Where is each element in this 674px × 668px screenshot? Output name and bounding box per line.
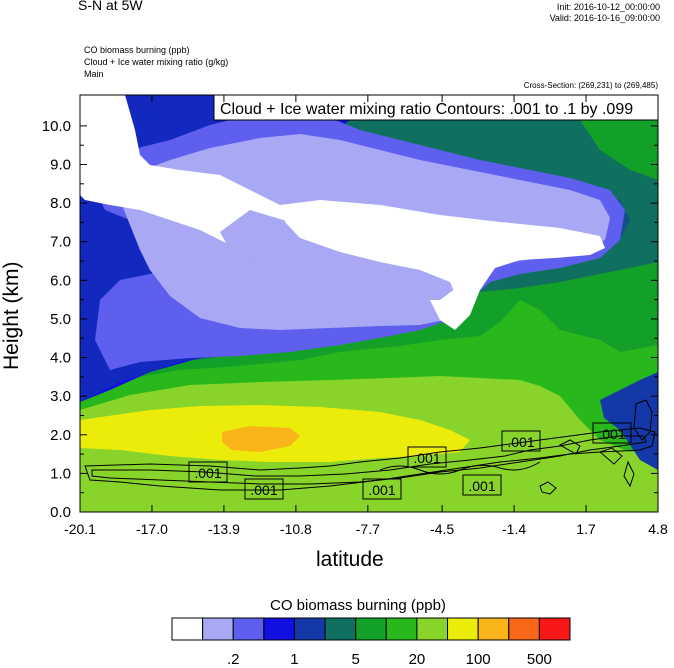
region-orange	[222, 426, 300, 452]
field-label-cloud: Cloud + Ice water mixing ratio (g/kg)	[84, 57, 229, 67]
colorbar-label: 1	[290, 651, 298, 668]
y-tick-label: 6.0	[50, 272, 71, 289]
x-tick-label: -13.9	[208, 521, 240, 537]
y-tick-label: 7.0	[50, 234, 71, 251]
colorbar: .2 1 5 20 100 500	[171, 617, 571, 668]
colorbar-swatch	[447, 617, 479, 641]
contour-label-box	[188, 461, 228, 483]
colorbar-swatch	[293, 617, 326, 641]
colorbar-swatch	[324, 617, 357, 641]
colorbar-title: CO biomass burning (ppb)	[270, 597, 446, 614]
colorbar-label: 100	[466, 651, 491, 668]
y-tick-label: 8.0	[50, 195, 71, 212]
x-tick-label: -20.1	[64, 521, 96, 537]
x-tick-label: 1.7	[576, 521, 596, 537]
contour-info-box	[213, 94, 659, 121]
y-tick-label: 9.0	[50, 157, 71, 174]
colorbar-swatch	[171, 617, 204, 641]
contour-label: .001	[413, 450, 440, 466]
contour-info-text: Cloud + Ice water mixing ratio Contours:…	[220, 101, 633, 118]
colorbar-swatch	[477, 617, 510, 641]
y-tick-label: 2.0	[50, 427, 71, 444]
region-lavender-inner	[220, 210, 460, 300]
contour-label: .001	[598, 426, 625, 442]
colorbar-label: 500	[527, 651, 552, 668]
colorbar-swatch	[385, 617, 418, 641]
x-tick-label: -1.4	[502, 521, 526, 537]
contour-label-box	[592, 422, 632, 444]
contour-label-box	[501, 430, 541, 452]
contour-label-box	[362, 478, 402, 500]
y-axis: 0.0 1.0 2.0 3.0 4.0 5.0 6.0 7.0 8.0 9.0 10.0	[42, 118, 658, 521]
x-axis: -20.1 -17.0 -13.9 -10.8 -7.7 -4.5 -1.4 1.7 4.8	[64, 95, 668, 537]
contour-label: .001	[250, 482, 277, 498]
x-tick-label: -17.0	[136, 521, 168, 537]
y-tick-label: 1.0	[50, 465, 71, 482]
init-time: Init: 2016-10-12_00:00:00	[556, 2, 660, 12]
colorbar-swatch	[263, 617, 295, 641]
colorbar-swatch	[416, 617, 449, 641]
colorbar-swatch	[355, 617, 387, 641]
x-tick-label: -4.5	[430, 521, 454, 537]
region-lime-low	[80, 470, 658, 512]
contour-label: .001	[368, 482, 395, 498]
contour-label-group: .001 .001 .001 .001 .001 .001 .001	[188, 422, 632, 500]
contour-label: .001	[194, 465, 221, 481]
field-label-co: CO biomass burning (ppb)	[84, 45, 190, 55]
cross-section-label: Cross-Section: (269,231) to (269,485)	[523, 81, 658, 90]
contour-label: .001	[468, 478, 495, 494]
y-tick-label: 10.0	[42, 118, 71, 135]
contour-label-box	[462, 474, 502, 496]
field-label-main: Main	[84, 69, 104, 79]
y-tick-label: 5.0	[50, 311, 71, 328]
colorbar-label: 20	[409, 651, 426, 668]
contour-label-box	[244, 478, 284, 500]
region-white-core	[285, 205, 602, 312]
colorbar-swatch	[538, 617, 571, 641]
colorbar-swatch	[202, 617, 234, 641]
x-tick-label: -10.8	[280, 521, 312, 537]
plot-title: S-N at 5W	[78, 0, 143, 13]
colorbar-label: .2	[227, 651, 240, 668]
valid-time: Valid: 2016-10-16_09:00:00	[549, 13, 660, 23]
colorbar-swatch	[508, 617, 540, 641]
contour-label: .001	[507, 434, 534, 450]
y-axis-label: Height (km)	[0, 261, 23, 370]
y-tick-label: 0.0	[50, 504, 71, 521]
colorbar-swatch	[232, 617, 265, 641]
colorbar-label: 5	[352, 651, 360, 668]
y-tick-label: 4.0	[50, 350, 71, 367]
contour-label-box	[407, 446, 447, 468]
x-tick-label: -7.7	[356, 521, 380, 537]
region-blue-right	[600, 372, 658, 470]
x-tick-label: 4.8	[648, 521, 668, 537]
x-axis-label: latitude	[316, 548, 384, 571]
y-tick-label: 3.0	[50, 388, 71, 405]
plot-area: .001 .001 .001 .001 .001 .001 .001	[80, 95, 658, 512]
